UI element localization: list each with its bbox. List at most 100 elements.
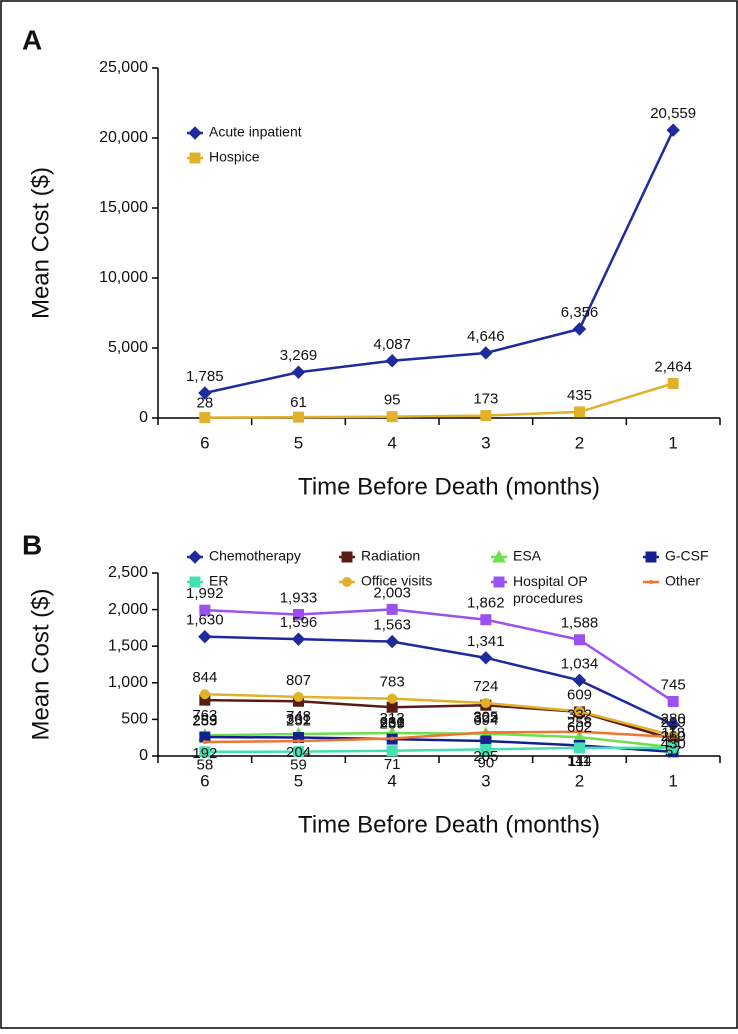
data-point [479,346,493,360]
value-label: 259 [192,712,217,729]
y-tick-label: 500 [121,711,148,728]
value-label: 435 [567,387,592,404]
value-label: 204 [286,744,311,761]
panel-label: B [22,529,42,560]
x-axis-title: Time Before Death (months) [298,473,600,500]
data-point [667,695,679,707]
y-axis-title: Mean Cost ($) [27,167,54,319]
value-label: 205 [473,748,498,765]
y-tick-label: 10,000 [99,269,148,286]
data-point [574,406,585,418]
legend-marker [341,551,353,563]
value-label: 2,464 [654,358,692,375]
value-label: 313 [380,710,405,727]
value-label: 745 [661,676,686,693]
value-label: 229 [661,714,686,731]
value-label: 283 [192,712,217,729]
value-label: 1,563 [373,617,411,634]
x-tick-label: 5 [294,771,303,790]
legend-marker [492,549,506,563]
value-label: 1,596 [280,614,318,631]
series-line [204,692,674,737]
series-line [204,608,674,703]
value-label: 260 [661,728,686,745]
y-tick-label: 2,500 [108,564,148,581]
series-line [204,746,674,754]
value-label: 322 [473,709,498,726]
legend-marker [189,152,201,164]
value-label: 2,003 [373,584,411,601]
x-tick-label: 3 [481,771,490,790]
data-point [387,693,398,704]
x-tick-label: 6 [200,433,209,452]
data-point [483,730,488,735]
value-label: 1,785 [186,368,224,385]
legend-label: Office visits [361,573,432,589]
data-point [199,689,210,700]
data-point [574,706,585,717]
data-point [572,673,587,688]
legend-marker [189,576,201,588]
series-line [204,731,674,749]
y-tick-label: 1,500 [108,637,148,654]
value-label: 1,862 [467,595,505,612]
data-point [671,734,676,739]
data-point [480,410,492,422]
value-label: 252 [286,713,311,730]
value-label: 173 [473,391,498,408]
data-point [666,123,680,137]
legend-label: ESA [513,548,542,564]
value-label: 1,630 [186,612,224,629]
value-label: 239 [380,715,405,732]
x-tick-label: 3 [481,433,490,452]
value-label: 844 [192,669,217,686]
data-point [293,411,304,423]
series-line [204,129,675,395]
value-label: 20,559 [650,105,696,122]
data-point [293,691,304,702]
data-point [390,736,395,741]
legend-label: Hospital OP procedures [513,573,588,606]
value-label: 280 [661,710,686,727]
value-label: 111 [568,753,591,770]
y-tick-label: 25,000 [99,59,148,76]
data-point [574,634,585,646]
value-label: 57 [665,743,682,760]
x-tick-label: 1 [668,433,677,452]
value-label: 231 [380,714,405,731]
value-label: 3,269 [280,347,318,364]
data-point [385,354,399,368]
y-tick-label: 0 [139,747,148,764]
data-point [480,743,492,755]
value-label: 61 [290,394,307,411]
data-point [667,378,679,390]
value-label: 1,341 [467,633,505,650]
data-point [198,386,212,400]
data-point [199,412,211,424]
value-label: 118 [661,724,685,741]
value-label: 144 [567,752,592,769]
value-label: 694 [473,712,498,729]
data-point [293,746,304,758]
data-point [199,746,211,758]
value-label: 1,933 [280,589,318,606]
value-label: 1,588 [561,615,599,632]
legend-label: Chemotherapy [209,548,301,564]
value-label: 192 [192,745,217,762]
legend-label: Other [665,573,700,589]
data-point [572,322,587,336]
value-label: 430 [661,735,686,752]
x-tick-label: 4 [387,771,396,790]
value-label: 807 [286,672,311,689]
value-label: 602 [567,719,592,736]
y-tick-label: 15,000 [99,199,148,216]
data-point [291,632,306,646]
data-point [202,739,207,744]
legend-label: Hospice [209,149,260,165]
value-label: 4,646 [467,328,505,345]
y-tick-label: 1,000 [108,674,148,691]
value-label: 95 [384,392,401,409]
data-point [386,411,398,423]
